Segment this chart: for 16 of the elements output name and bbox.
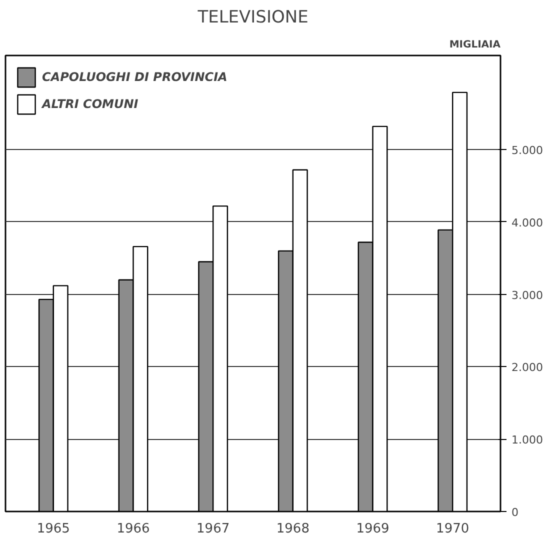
x-tick-label: 1969: [356, 522, 390, 536]
x-tick-label: 1965: [36, 522, 70, 536]
x-tick-label: 1970: [436, 522, 470, 536]
y-tick-label: 3.000: [512, 288, 543, 302]
x-tick-label: 1966: [116, 522, 150, 536]
legend-label: CAPOLUOGHI DI PROVINCIA: [42, 70, 228, 84]
y-tick-label: 1.000: [512, 434, 543, 447]
y-tick-label: 5.000: [512, 144, 543, 158]
x-tick-label: 1967: [196, 522, 230, 536]
chart-title: TELEVISIONE: [196, 8, 308, 28]
y-tick-label: 4.000: [512, 216, 543, 230]
x-tick-label: 1968: [276, 522, 310, 536]
legend-label: ALTRI COMUNI: [42, 97, 138, 111]
y-tick-label: 2.000: [512, 361, 543, 374]
y-tick-label: 0: [512, 506, 518, 519]
y-axis-title: MIGLIAIA: [449, 40, 501, 50]
